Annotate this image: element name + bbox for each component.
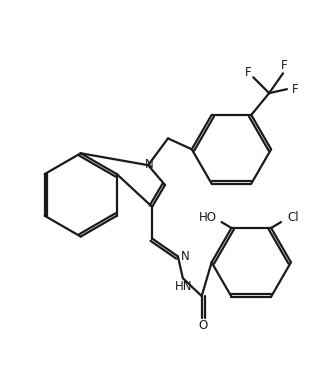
- Text: HN: HN: [175, 280, 193, 293]
- Text: O: O: [198, 319, 207, 332]
- Text: N: N: [181, 250, 189, 263]
- Text: F: F: [245, 66, 252, 79]
- Text: F: F: [281, 59, 287, 72]
- Text: Cl: Cl: [287, 211, 299, 224]
- Text: F: F: [291, 83, 298, 96]
- Text: N: N: [145, 158, 153, 171]
- Text: HO: HO: [199, 211, 217, 224]
